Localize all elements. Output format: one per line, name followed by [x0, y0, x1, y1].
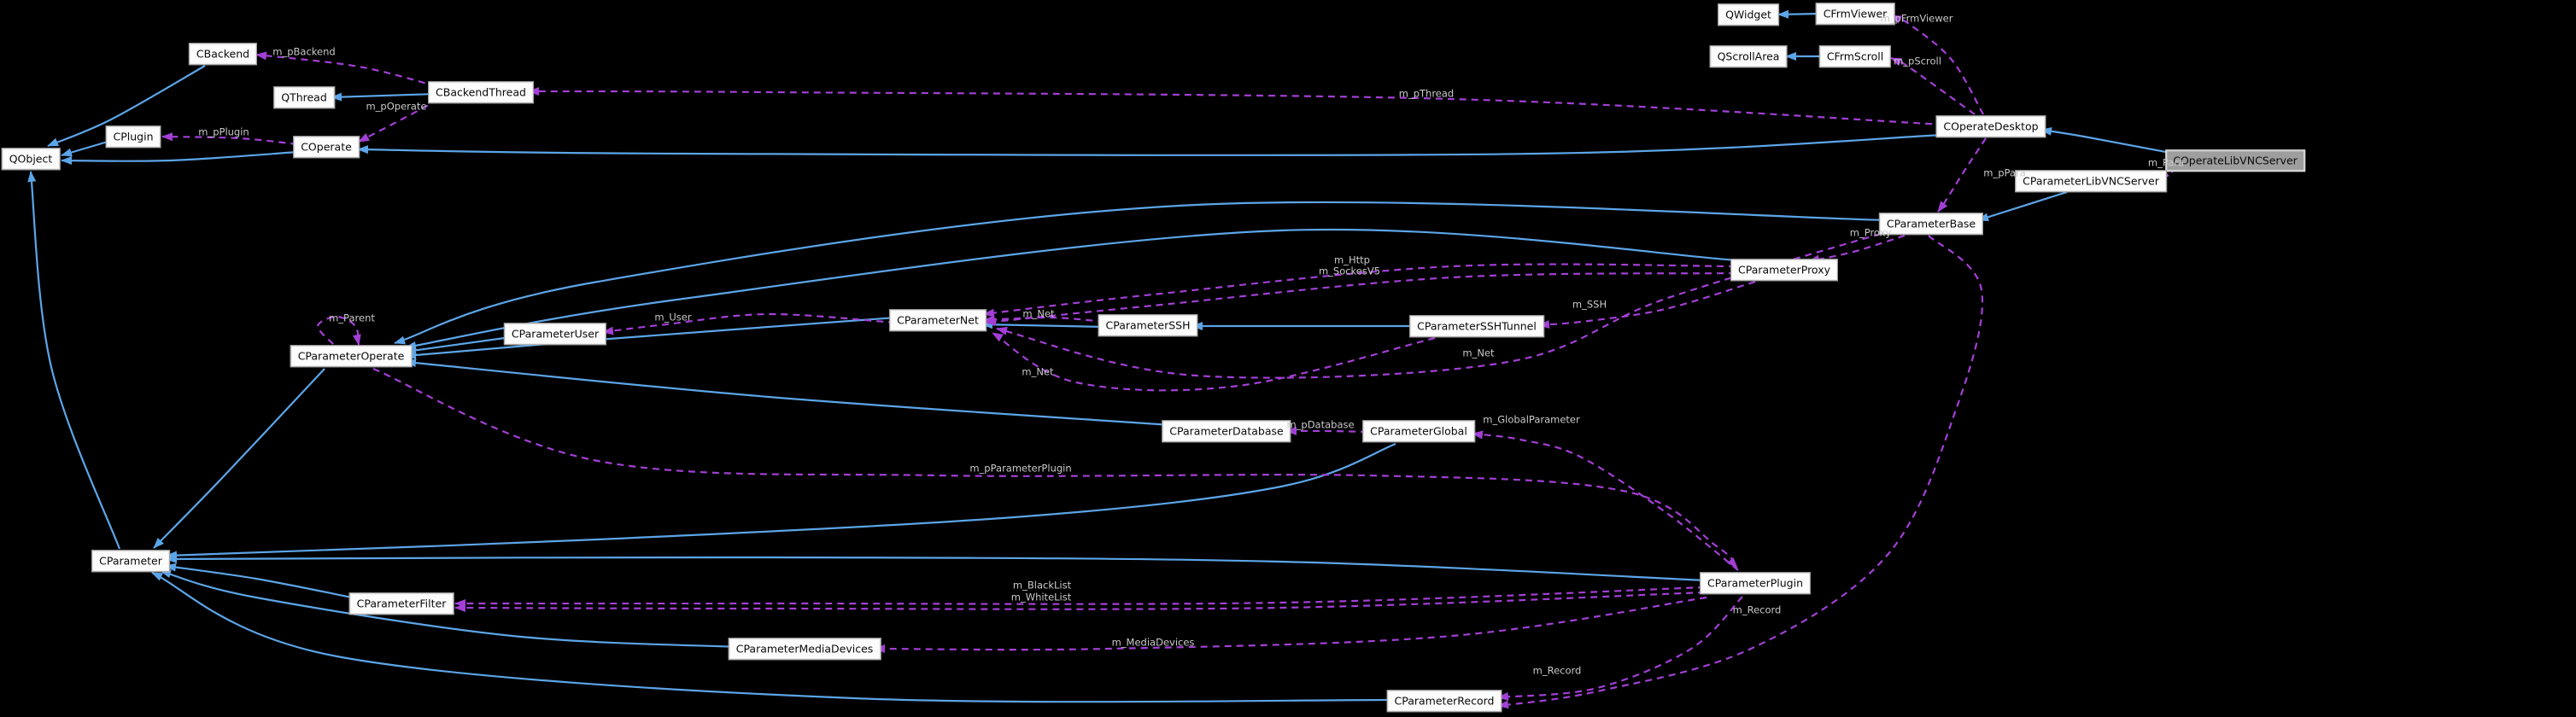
edge-COperate-to-QObject: [61, 150, 299, 166]
edge-CParameterMediaDevices-to-CParameter: [160, 569, 739, 649]
edge-label-m_pPlugin: m_pPlugin: [198, 125, 249, 138]
node-CParameterOperate[interactable]: CParameterOperate: [290, 345, 413, 367]
edge-CParameterPlugin-to-CParameterFilter: [454, 591, 1706, 613]
edge-COperateDesktop-to-CFrmViewer: [1890, 14, 1984, 115]
edge-CParameterBase-to-CParameterRecord: [1497, 235, 1984, 709]
edge-label-m_BlackList: m_BlackList: [1012, 579, 1072, 592]
edge-CParameterOperate-to-CParameter: [153, 368, 325, 549]
edge-CParameterProxy-to-CParameterSSHTunnel: [1538, 280, 1756, 329]
edge-label-m_pOperate: m_pOperate: [366, 100, 427, 113]
edge-CParameterGlobal-to-CParameter: [166, 442, 1396, 560]
edge-CParameterGlobal-to-CParameterDatabase: [1285, 426, 1368, 435]
edge-label-m_WhiteList: m_WhiteList: [1010, 591, 1072, 603]
node-CParameterRecord[interactable]: CParameterRecord: [1386, 690, 1502, 712]
edge-CParameterPlugin-to-CParameter: [166, 554, 1707, 582]
edge-label-m_MediaDevices: m_MediaDevices: [1111, 636, 1195, 649]
edge-CParameterFilter-to-CParameter: [165, 563, 353, 599]
edge-CBackendThread-to-COperate: [358, 99, 439, 143]
node-CParameterSSHTunnel[interactable]: CParameterSSHTunnel: [1409, 315, 1544, 337]
edge-label-m_pFrmViewer: m_pFrmViewer: [1880, 12, 1953, 25]
edge-label-m_Record: m_Record: [1532, 664, 1582, 677]
edge-CFrmViewer-to-QWidget: [1777, 9, 1822, 19]
node-CBackend[interactable]: CBackend: [188, 43, 258, 65]
edge-label-m_Record: m_Record: [1732, 603, 1782, 616]
edge-label-m_GlobalParameter: m_GlobalParameter: [1483, 413, 1580, 426]
edge-CParameterUser-to-CParameterOperate: [405, 335, 512, 355]
edge-CPlugin-to-QObject: [61, 140, 108, 157]
edge-label-m_User: m_User: [654, 311, 692, 324]
node-QThread[interactable]: QThread: [273, 86, 335, 108]
edge-label-m_pBackend: m_pBackend: [272, 45, 336, 58]
edge-label-m_pThread: m_pThread: [1398, 87, 1455, 100]
node-CParameterMediaDevices[interactable]: CParameterMediaDevices: [728, 638, 881, 660]
edge-label-m_pPara: m_pPara: [1983, 166, 2026, 179]
edge-CParameterSSH-to-CParameterNet: [981, 320, 1107, 329]
edge-label-m_Net: m_Net: [1022, 365, 1054, 378]
edge-CParameterSSHTunnel-to-CParameterNet: [992, 332, 1436, 392]
node-CParameterGlobal[interactable]: CParameterGlobal: [1362, 420, 1475, 442]
edge-CParameterProxy-to-CParameterNet: [983, 263, 1736, 318]
edge-label-m_pDatabase: m_pDatabase: [1286, 418, 1355, 431]
edge-CParameterPlugin-to-CParameterFilter: [454, 586, 1706, 609]
edge-COperateDesktop-to-CParameterBase: [1937, 137, 1987, 213]
node-COperateDesktop[interactable]: COperateDesktop: [1935, 115, 2046, 137]
edge-COperateDesktop-to-CFrmScroll: [1890, 56, 1976, 115]
edge-label-m_Para: m_Para: [2147, 156, 2185, 169]
node-CParameterDatabase[interactable]: CParameterDatabase: [1162, 420, 1291, 442]
edge-label-m_Proxy: m_Proxy: [1849, 226, 1892, 239]
edge-CParameterPlugin-to-CParameterGlobal: [1472, 430, 1739, 571]
edge-CBackend-to-QObject: [47, 65, 206, 148]
node-CParameterSSH[interactable]: CParameterSSH: [1098, 314, 1198, 336]
edge-COperateLibVNCServer-to-COperateDesktop: [2040, 126, 2175, 155]
node-CParameterPlugin[interactable]: CParameterPlugin: [1699, 572, 1812, 594]
node-CParameterUser[interactable]: CParameterUser: [503, 323, 607, 345]
edge-COperateDesktop-to-CBackendThread: [528, 87, 1945, 126]
edge-CParameterProxy-to-CParameterOperate: [405, 228, 1738, 350]
edge-CParameterDatabase-to-CParameterOperate: [405, 358, 1172, 427]
node-CParameter[interactable]: CParameter: [91, 550, 170, 572]
edge-COperate-to-CPlugin: [161, 132, 298, 146]
edge-CBackendThread-to-QThread: [331, 92, 437, 102]
node-COperateLibVNCServer: COperateLibVNCServer: [2165, 149, 2305, 172]
edge-CParameterOperate-to-CParameterOperate: [316, 315, 361, 346]
edge-label-m_pParameterPlugin: m_pParameterPlugin: [969, 462, 1072, 475]
edge-CParameterBase-to-CParameterProxy: [1808, 234, 1906, 264]
edge-CParameterRecord-to-CParameter: [151, 571, 1395, 703]
edge-CParameterBase-to-CParameterNet: [996, 229, 1893, 379]
edge-COperateDesktop-to-COperate: [357, 133, 1945, 156]
edge-CParameterNet-to-CParameterUser: [602, 312, 896, 335]
edge-label-m_Http: m_Http: [1334, 254, 1370, 266]
node-CParameterFilter[interactable]: CParameterFilter: [348, 592, 454, 615]
node-CParameterNet[interactable]: CParameterNet: [889, 309, 986, 331]
edge-label-m_Parent: m_Parent: [329, 312, 375, 324]
edge-CParameter-to-QObject: [27, 171, 121, 550]
edge-CParameterBase-to-CParameterOperate: [394, 201, 1888, 345]
node-CPlugin[interactable]: CPlugin: [105, 125, 161, 148]
edge-CParameterProxy-to-CParameterNet: [985, 271, 1736, 326]
node-CParameterBase[interactable]: CParameterBase: [1878, 213, 1984, 235]
node-CParameterLibVNCServer[interactable]: CParameterLibVNCServer: [2015, 170, 2167, 192]
edge-CParameterOperate-to-CParameterPlugin: [372, 367, 1738, 568]
node-QObject[interactable]: QObject: [1, 148, 61, 170]
edge-label-m_pScroll: m_pScroll: [1894, 55, 1941, 67]
node-CBackendThread[interactable]: CBackendThread: [428, 81, 534, 103]
edge-label-m_SSH: m_SSH: [1572, 298, 1607, 311]
node-QScrollArea[interactable]: QScrollArea: [1709, 45, 1788, 67]
edge-label-m_Net: m_Net: [1022, 307, 1055, 320]
edge-CParameterPlugin-to-CParameterRecord: [1497, 596, 1743, 701]
edge-CBackendThread-to-CBackend: [255, 51, 437, 88]
edge-label-m_SockesV5: m_SockesV5: [1318, 265, 1381, 277]
edge-CParameterNet-to-CParameterOperate: [405, 316, 897, 359]
edge-CParameterLibVNCServer-to-CParameterBase: [1977, 190, 2068, 222]
node-QWidget[interactable]: QWidget: [1718, 3, 1779, 26]
node-CFrmScroll[interactable]: CFrmScroll: [1818, 45, 1892, 67]
edge-CParameterPlugin-to-CParameterMediaDevices: [874, 596, 1707, 654]
node-COperate[interactable]: COperate: [293, 136, 360, 158]
node-CParameterProxy[interactable]: CParameterProxy: [1730, 259, 1839, 281]
edge-CParameterSSH-to-CParameterNet: [983, 315, 1105, 324]
edge-label-m_Net: m_Net: [1462, 347, 1495, 359]
node-CFrmViewer[interactable]: CFrmViewer: [1815, 3, 1895, 25]
